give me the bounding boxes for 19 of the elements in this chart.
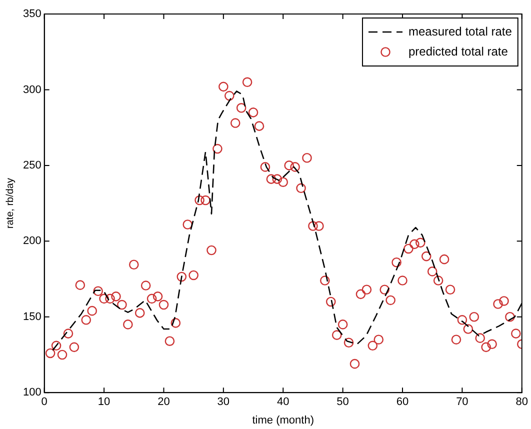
- x-tick-label: 70: [456, 396, 468, 408]
- legend-label: measured total rate: [408, 24, 512, 38]
- x-tick-label: 0: [41, 396, 48, 408]
- x-tick-label: 60: [396, 396, 409, 408]
- x-tick-label: 80: [516, 396, 528, 408]
- y-tick-label: 250: [22, 159, 42, 172]
- x-tick-label: 20: [158, 396, 170, 408]
- x-axis-title: time (month): [252, 414, 314, 426]
- legend-label: predicted total rate: [408, 44, 508, 58]
- y-tick-label: 350: [22, 8, 42, 20]
- y-tick-label: 300: [22, 84, 42, 96]
- x-tick-label: 30: [217, 396, 230, 408]
- y-axis-title: rate, rb/day: [4, 178, 16, 229]
- y-tick-label: 150: [22, 310, 42, 323]
- y-tick-label: 100: [22, 386, 42, 399]
- y-tick-label: 200: [22, 235, 42, 248]
- x-tick-label: 50: [336, 396, 349, 408]
- x-tick-label: 40: [276, 396, 290, 408]
- x-tick-label: 10: [98, 396, 110, 408]
